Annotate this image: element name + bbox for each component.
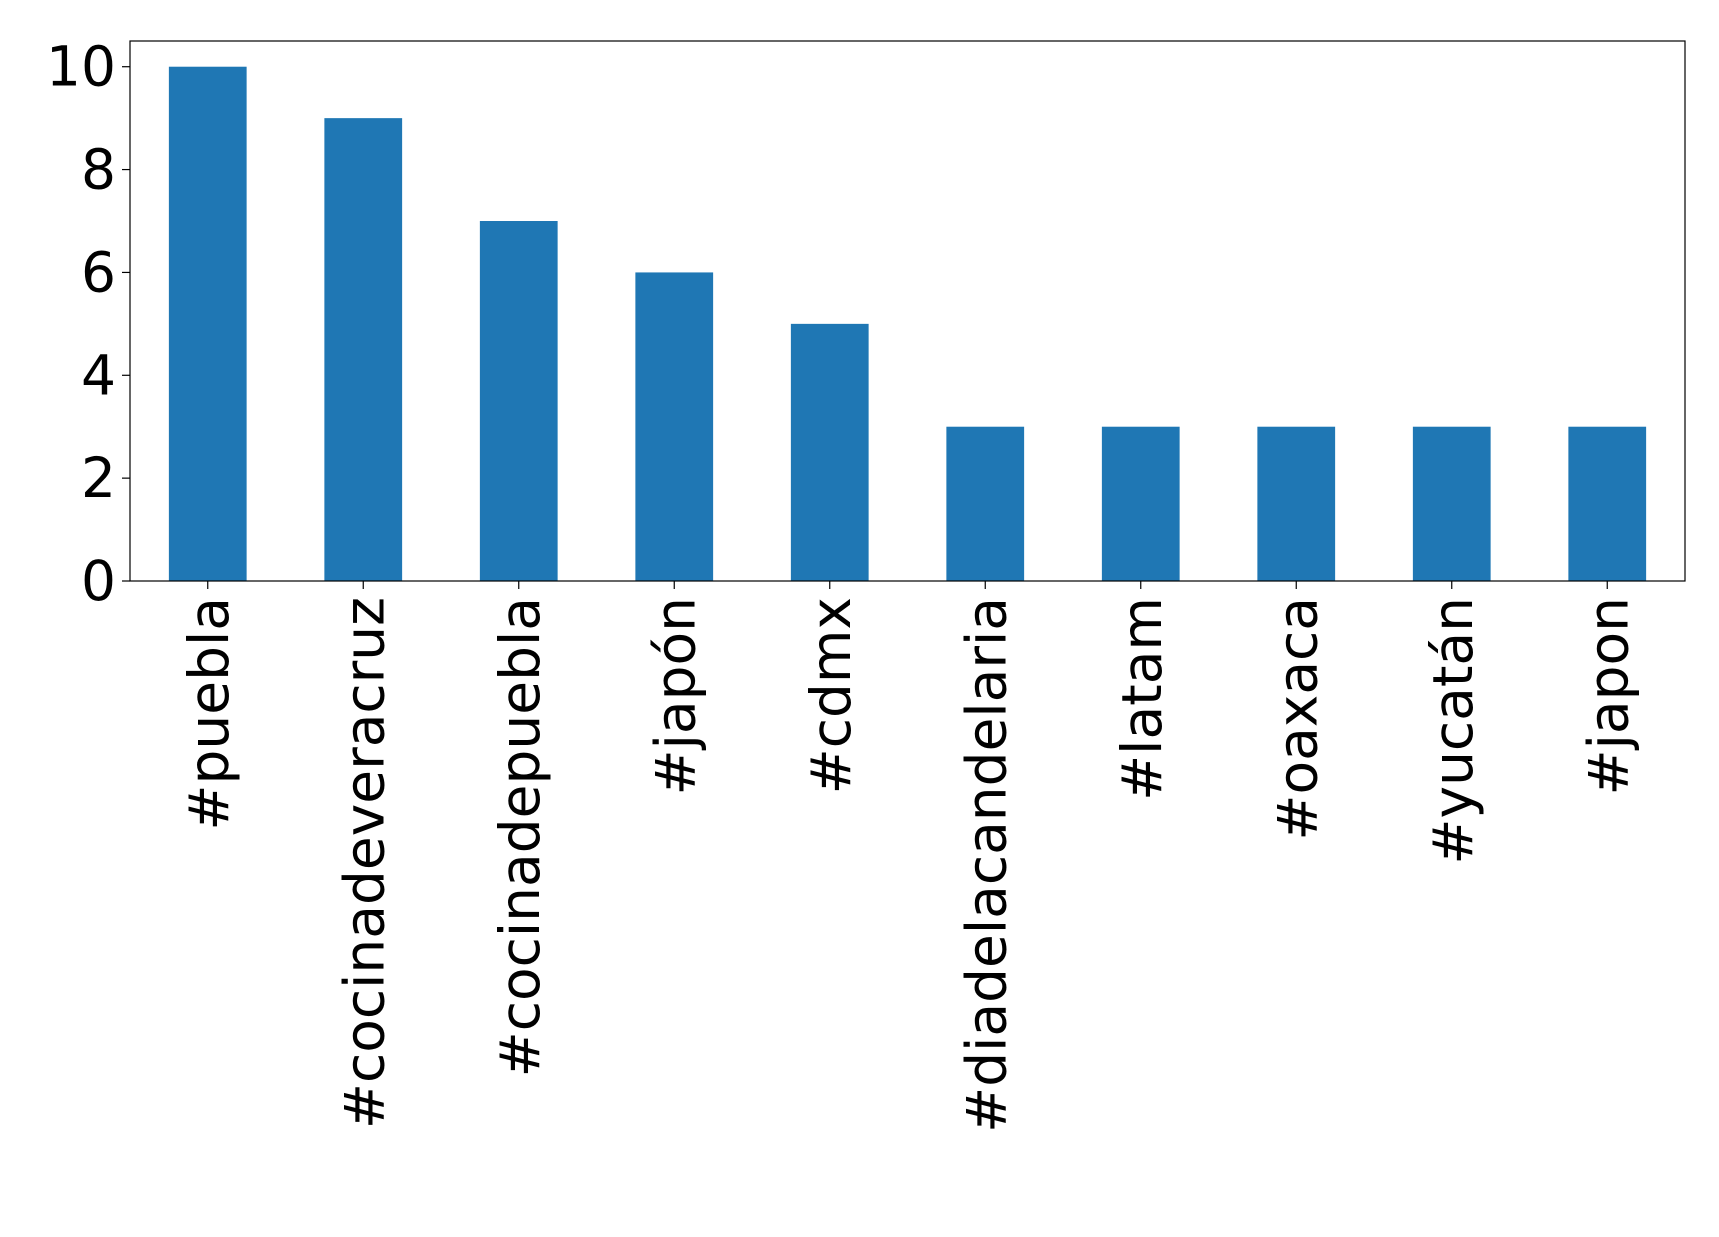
x-tick-label: #oaxaca	[1265, 597, 1329, 841]
bar	[479, 221, 558, 581]
y-tick-label: 6	[81, 240, 116, 304]
bar	[168, 66, 247, 581]
y-tick-label: 4	[81, 343, 116, 407]
y-tick-label: 2	[81, 446, 116, 510]
bar	[1101, 426, 1180, 581]
bar	[635, 272, 714, 581]
x-tick-label: #cocinadepuebla	[488, 597, 552, 1077]
bar	[1568, 426, 1647, 581]
x-tick-label: #japón	[643, 597, 707, 796]
x-tick-label: #japon	[1576, 597, 1640, 796]
x-tick-label: #cocinadeveracruz	[332, 597, 396, 1129]
bar	[324, 118, 403, 582]
bar	[1412, 426, 1491, 581]
bar	[946, 426, 1025, 581]
bar	[1257, 426, 1336, 581]
y-tick-label: 8	[81, 138, 116, 202]
x-tick-label: #puebla	[177, 597, 241, 831]
x-tick-label: #latam	[1110, 597, 1174, 801]
x-tick-label: #yucatán	[1421, 597, 1485, 865]
plot-frame	[129, 40, 1686, 582]
y-tick-label: 10	[46, 35, 116, 99]
x-tick-label: #cdmx	[799, 597, 863, 794]
y-tick-label: 0	[81, 549, 116, 613]
bar	[790, 323, 869, 581]
x-tick-label: #diadelacandelaria	[954, 597, 1018, 1133]
